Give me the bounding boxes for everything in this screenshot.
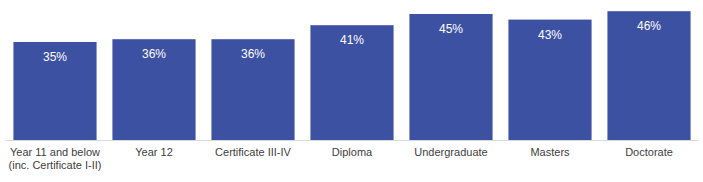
category-label-line: Diploma [332,146,373,158]
bar [13,42,96,140]
category-label-line: Year 12 [135,146,173,158]
category-label-line: Masters [530,146,570,158]
chart: 35% 36% 36% 41% 45% 43% 46% Year 11 and below(i… [0,0,703,182]
bar [607,11,690,140]
bar [211,39,294,140]
data-label: 43% [538,28,562,42]
category-label-line: Undergraduate [414,146,487,158]
data-label: 36% [142,47,166,61]
category-label-line: Certificate III-IV [215,146,291,158]
category-label: Masters [530,146,570,158]
bar [508,20,591,140]
bar [409,14,492,140]
category-label: Diploma [332,146,373,158]
category-label-line: (inc. Certificate I-II) [9,159,102,171]
category-label: Undergraduate [414,146,487,158]
category-label-line: Doctorate [625,146,673,158]
data-label: 36% [241,47,265,61]
category-label: Year 11 and below(inc. Certificate I-II) [9,146,102,171]
category-label: Year 12 [135,146,173,158]
bar [310,25,393,140]
baseline [6,140,699,141]
data-label: 45% [439,22,463,36]
category-label: Doctorate [625,146,673,158]
category-label-line: Year 11 and below [10,146,100,158]
data-label: 35% [43,50,67,64]
data-label: 46% [637,19,661,33]
bar [112,39,195,140]
category-label: Certificate III-IV [215,146,291,158]
data-label: 41% [340,33,364,47]
bars [13,11,690,140]
